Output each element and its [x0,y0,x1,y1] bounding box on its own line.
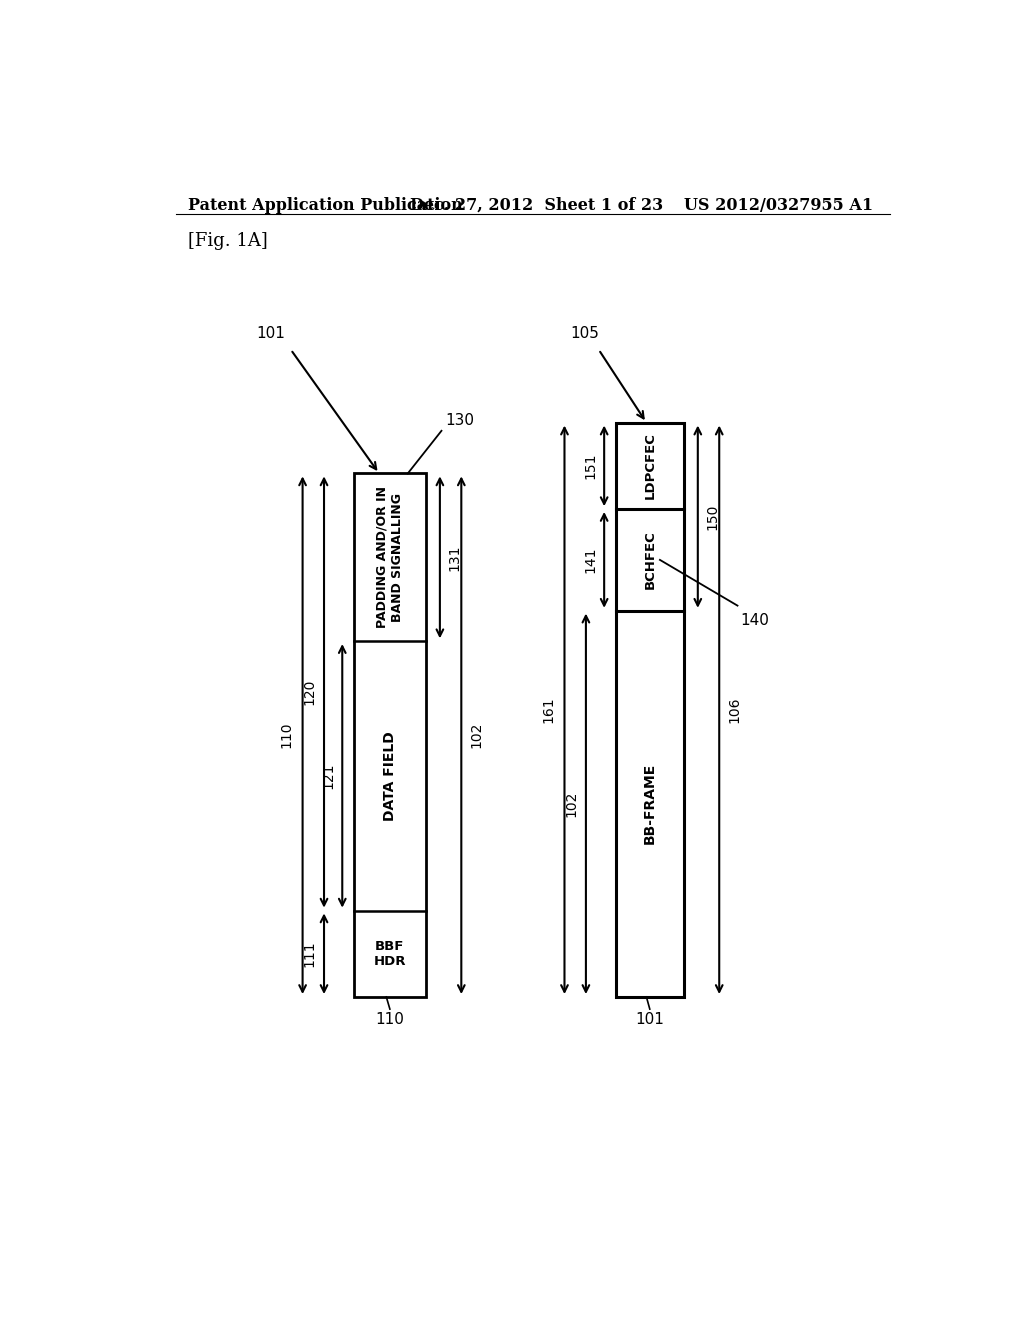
Text: 140: 140 [740,612,769,628]
Text: Patent Application Publication: Patent Application Publication [187,197,462,214]
Text: DATA FIELD: DATA FIELD [383,731,397,821]
Text: Dec. 27, 2012  Sheet 1 of 23: Dec. 27, 2012 Sheet 1 of 23 [410,197,663,214]
Text: 111: 111 [302,940,316,968]
Text: BCHFEC: BCHFEC [643,531,656,589]
Text: 101: 101 [635,1012,665,1027]
Text: LDPCFEC: LDPCFEC [643,433,656,499]
Text: 110: 110 [280,722,293,748]
Text: 120: 120 [302,678,316,705]
Text: 141: 141 [584,546,598,573]
Text: 131: 131 [447,544,462,570]
Text: 130: 130 [445,413,474,428]
Text: 102: 102 [564,791,578,817]
Text: 161: 161 [541,697,555,723]
Text: 105: 105 [570,326,599,342]
Text: BBF
HDR: BBF HDR [374,940,407,968]
Text: BB-FRAME: BB-FRAME [643,763,656,845]
Text: [Fig. 1A]: [Fig. 1A] [187,231,267,249]
Text: 102: 102 [469,722,483,748]
Text: 121: 121 [322,763,336,789]
Bar [616,422,684,997]
Text: US 2012/0327955 A1: US 2012/0327955 A1 [684,197,872,214]
Text: 106: 106 [727,697,741,723]
Text: 150: 150 [706,503,720,529]
Text: 101: 101 [256,326,286,342]
Text: PADDING AND/OR IN
BAND SIGNALLING: PADDING AND/OR IN BAND SIGNALLING [376,486,403,628]
Bar [354,474,426,997]
Text: 110: 110 [376,1012,404,1027]
Text: 151: 151 [584,453,598,479]
